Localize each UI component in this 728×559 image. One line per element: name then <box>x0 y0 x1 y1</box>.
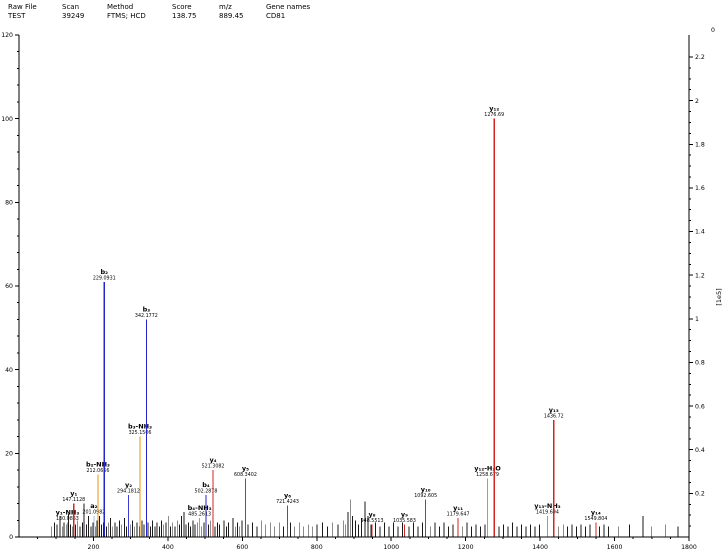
header-field-label: Scan <box>62 3 80 11</box>
x-tick-label: 600 <box>236 544 248 551</box>
header-field-label: Method <box>107 3 134 11</box>
header-field-value: 39249 <box>62 11 85 20</box>
right-axis-unit-label: [1e5] <box>715 288 723 305</box>
left-y-tick-label: 100 <box>1 116 13 123</box>
left-y-tick-label: 60 <box>5 283 13 290</box>
peak-mz-label-y8: 948.5513 <box>361 518 384 524</box>
peak-mz-label-b4: 502.2878 <box>195 489 218 495</box>
header-field-gene-names: Gene names CD81 <box>266 3 310 20</box>
peak-ion-label-b3: b₃ <box>143 305 151 313</box>
right-y-tick-label: 0.2 <box>695 491 705 498</box>
peak-ion-label-y9: y₉ <box>401 510 408 518</box>
right-y-tick-label: 1.2 <box>695 272 705 279</box>
peak-mz-label-y12: 1276.69 <box>484 112 504 118</box>
peak-mz-label-b2-NH3: 212.0666 <box>86 468 109 474</box>
right-y-tick-label: 1.6 <box>695 185 705 192</box>
peak-ion-label-y6: y₆ <box>284 492 291 500</box>
x-tick-label: 1000 <box>383 544 399 551</box>
peak-ion-label-y14: y₁₄ <box>591 508 601 516</box>
peak-mz-label-y6: 721.4243 <box>276 499 299 505</box>
header-field-method: Method FTMS; HCD <box>107 3 146 20</box>
right-y-tick-label: 2 <box>695 98 699 105</box>
peak-ion-label-b4-NH3: b₄-NH₃ <box>188 504 212 512</box>
left-y-tick-label: 120 <box>1 32 13 39</box>
peak-ion-label-b3-NH3: b₃-NH₃ <box>128 423 152 431</box>
peak-ion-label-y2: y₂ <box>125 481 132 489</box>
peak-ion-label-b4: b₄ <box>202 481 210 489</box>
peak-mz-label-y13-NH3: 1419.694 <box>536 510 559 516</box>
header-field-value: 889.45 <box>219 11 244 20</box>
peak-mz-label-y4: 521.3082 <box>202 464 225 470</box>
x-tick-label: 1400 <box>532 544 548 551</box>
header-field-raw-file: Raw File TEST <box>8 3 37 20</box>
peak-mz-label-a2: 201.0982 <box>82 510 105 516</box>
spectrum-header: Raw File TEST Scan 39249 Method FTMS; HC… <box>0 3 728 23</box>
peak-ion-label-a2: a₂ <box>90 502 97 510</box>
peak-mz-label-y13: 1436.72 <box>544 413 564 419</box>
peak-ion-label-y1-NH3: y₁-NH₃ <box>56 508 80 516</box>
peak-mz-label-y1: 147.1128 <box>62 497 85 503</box>
left-y-tick-label: 40 <box>5 367 13 374</box>
peak-mz-label-b3: 342.1772 <box>135 313 158 319</box>
peak-ion-label-y12: y₁₂ <box>489 105 499 113</box>
peak-ion-label-b2-NH3: b₂-NH₃ <box>86 460 110 468</box>
x-tick-label: 1800 <box>681 544 697 551</box>
peak-mz-label-y1-NH3: 130.0863 <box>56 516 79 522</box>
header-field-value: FTMS; HCD <box>107 11 146 20</box>
peak-ion-label-y4: y₄ <box>209 456 216 464</box>
peak-mz-label-b4-NH3: 485.2613 <box>188 512 211 518</box>
left-y-tick-label: 0 <box>9 534 13 541</box>
x-tick-label: 1200 <box>458 544 474 551</box>
peak-ion-label-y10: y₁₀ <box>421 485 431 493</box>
right-y-tick-label: 0.4 <box>695 447 705 454</box>
left-y-tick-label: 80 <box>5 200 13 207</box>
right-y-tick-label: 1.8 <box>695 141 705 148</box>
right-y-tick-label: 1 <box>695 316 699 323</box>
header-field-label: m/z <box>219 3 232 11</box>
x-tick-label: 1600 <box>607 544 623 551</box>
peak-ion-label-b2: b₂ <box>101 268 109 276</box>
peak-ion-label-y13-NH3: y₁₃-NH₃ <box>534 502 561 510</box>
peak-mz-label-y11: 1179.647 <box>447 512 470 518</box>
header-field-score: Score 138.75 <box>172 3 197 20</box>
peak-ion-label-y12-H2O: y₁₂-H₂O <box>474 464 501 472</box>
header-field-label: Gene names <box>266 3 311 11</box>
peak-mz-label-y5: 608.3402 <box>234 472 257 478</box>
right-y-tick-label: 0.8 <box>695 360 705 367</box>
header-field-label: Score <box>172 3 192 11</box>
header-field-mz: m/z 889.45 <box>219 3 244 20</box>
header-field-value: TEST <box>8 11 26 20</box>
right-y-tick-label: 1.4 <box>695 229 705 236</box>
header-field-value: CD81 <box>266 11 286 20</box>
peak-mz-label-y2: 294.1812 <box>117 489 140 495</box>
right-y-tick-label: 2.2 <box>695 54 705 61</box>
header-field-value: 138.75 <box>172 11 197 20</box>
peak-mz-label-b2: 229.0931 <box>93 275 116 281</box>
peak-ion-label-y1: y₁ <box>70 490 77 498</box>
peak-ion-label-y13: y₁₃ <box>549 406 559 414</box>
peak-mz-label-b3-NH3: 325.1506 <box>129 430 152 436</box>
peak-ion-label-y11: y₁₁ <box>453 504 463 512</box>
header-field-label: Raw File <box>8 3 37 11</box>
x-tick-label: 400 <box>162 544 174 551</box>
left-y-tick-label: 20 <box>5 451 13 458</box>
peak-ion-label-y5: y₅ <box>242 464 249 472</box>
x-tick-label: 800 <box>311 544 323 551</box>
peak-mz-label-y14: 1549.804 <box>584 516 607 522</box>
header-field-scan: Scan 39249 <box>62 3 84 20</box>
peak-ion-label-y8: y₈ <box>369 510 376 518</box>
peak-mz-label-y12-H2O: 1258.679 <box>476 472 499 478</box>
right-axis-top-label: 0 <box>711 27 715 34</box>
x-tick-label: 200 <box>88 544 100 551</box>
peak-mz-label-y9: 1035.583 <box>393 518 416 524</box>
right-y-tick-label: 0.6 <box>695 403 705 410</box>
peak-mz-label-y10: 1092.605 <box>414 493 437 499</box>
